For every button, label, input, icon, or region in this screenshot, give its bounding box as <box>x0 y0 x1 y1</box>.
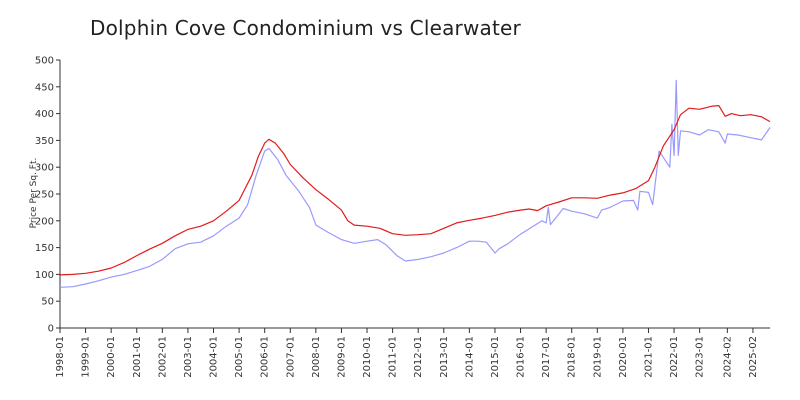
x-tick-label: 2022-01 <box>669 336 680 378</box>
x-tick-label: 2011-01 <box>388 336 399 378</box>
y-tick-label: 200 <box>35 216 54 227</box>
x-tick-label: 2003-01 <box>183 336 194 378</box>
y-tick-label: 350 <box>35 136 54 147</box>
y-axis: 0 50 100 150 200 250 300 350 400 450 500 <box>35 56 61 335</box>
x-tick-label: 2007-01 <box>285 336 296 378</box>
series-line-1 <box>59 79 771 288</box>
chart-title: Dolphin Cove Condominium vs Clearwater <box>90 16 521 40</box>
y-axis-title: Price Per Sq. Ft. <box>29 158 39 229</box>
x-tick-label: 2001-01 <box>132 336 143 378</box>
y-tick-label: 0 <box>48 324 54 335</box>
x-tick-label: 2010-01 <box>362 336 373 378</box>
x-tick-label: 2025-02 <box>748 336 759 378</box>
series-layer <box>59 79 771 288</box>
y-tick-label: 500 <box>35 56 54 67</box>
x-tick-label: 2000-01 <box>106 336 117 378</box>
x-axis: 1998-01 1999-01 2000-01 2001-01 2002-01 2003-… <box>55 327 770 378</box>
y-tick-label: 250 <box>35 190 54 201</box>
y-tick-label: 150 <box>35 243 54 254</box>
y-tick-label: 400 <box>35 109 54 120</box>
y-tick-label: 50 <box>41 297 54 308</box>
y-tick-label: 450 <box>35 82 54 93</box>
x-tick-label: 2008-01 <box>311 336 322 378</box>
x-tick-label: 2014-01 <box>464 336 475 378</box>
x-tick-label: 2018-01 <box>567 336 578 378</box>
x-tick-label: 2006-01 <box>260 336 271 378</box>
series-line-0 <box>59 104 771 276</box>
x-tick-label: 2021-01 <box>643 336 654 378</box>
x-tick-label: 2002-01 <box>157 336 168 378</box>
x-tick-label: 2016-01 <box>516 336 527 378</box>
x-tick-label: 2004-01 <box>209 336 220 378</box>
x-tick-label: 1999-01 <box>81 336 92 378</box>
x-tick-label: 2012-01 <box>413 336 424 378</box>
x-tick-label: 2005-01 <box>234 336 245 378</box>
y-tick-label: 300 <box>35 163 54 174</box>
y-tick-label: 100 <box>35 270 54 281</box>
x-tick-label: 2009-01 <box>336 336 347 378</box>
x-tick-label: 1998-01 <box>55 336 66 378</box>
x-tick-label: 2017-01 <box>541 336 552 378</box>
x-tick-label: 2015-01 <box>490 336 501 378</box>
x-tick-label: 2013-01 <box>439 336 450 378</box>
x-tick-label: 2023-01 <box>695 336 706 378</box>
x-tick-label: 2024-02 <box>722 336 733 378</box>
x-tick-label: 2020-01 <box>618 336 629 378</box>
x-tick-label: 2019-01 <box>592 336 603 378</box>
